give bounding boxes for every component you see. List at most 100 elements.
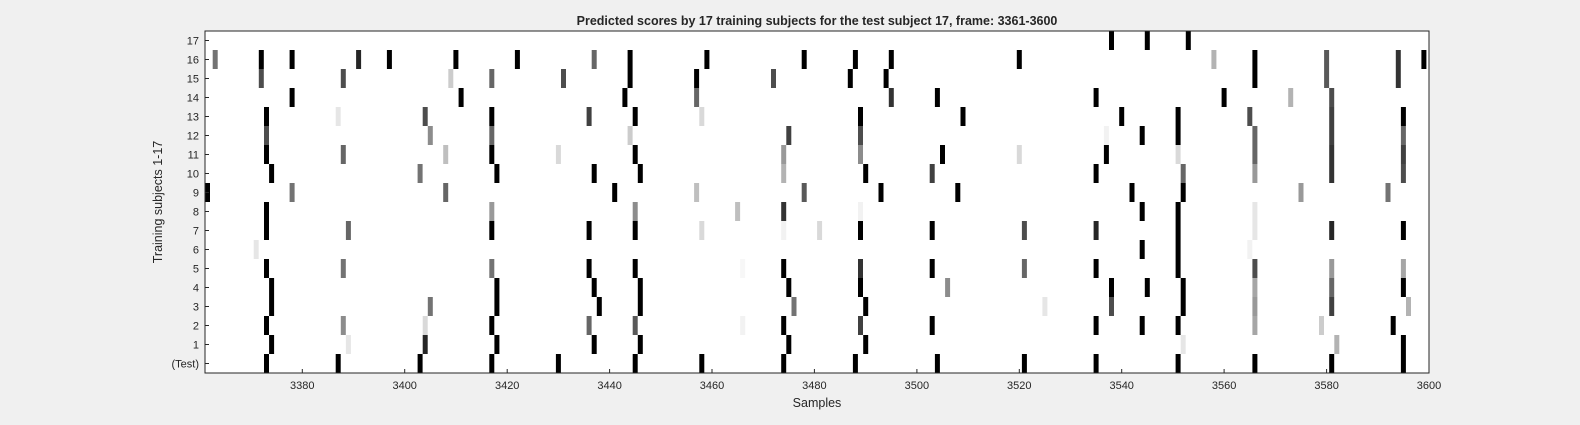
heatmap-cell bbox=[1252, 50, 1258, 69]
heatmap-cell bbox=[929, 164, 935, 183]
heatmap-cell bbox=[1021, 259, 1027, 278]
heatmap-cell bbox=[929, 259, 935, 278]
heatmap-cell bbox=[1252, 278, 1258, 297]
heatmap-cell bbox=[858, 145, 863, 164]
heatmap-cell bbox=[494, 335, 500, 354]
heatmap-cell bbox=[791, 297, 797, 316]
heatmap-cell bbox=[622, 88, 628, 107]
y-tick-label: 17 bbox=[187, 36, 199, 48]
heatmap-cell bbox=[1395, 69, 1401, 88]
heatmap-cell bbox=[453, 50, 459, 69]
heatmap-cell bbox=[632, 107, 638, 126]
heatmap-cell bbox=[448, 69, 454, 88]
heatmap-cell bbox=[422, 335, 428, 354]
heatmap-cell bbox=[1252, 202, 1258, 221]
x-tick-label: 3500 bbox=[905, 380, 929, 392]
heatmap-cell bbox=[596, 297, 602, 316]
heatmap-cell bbox=[1247, 240, 1253, 259]
heatmap-cell bbox=[1329, 126, 1335, 145]
heatmap-cell bbox=[1395, 50, 1401, 69]
heatmap-cell bbox=[1109, 278, 1114, 297]
heatmap-cell bbox=[289, 88, 295, 107]
heatmap-cell bbox=[489, 202, 495, 221]
y-tick-label: 1 bbox=[193, 340, 199, 352]
heatmap-cell bbox=[555, 145, 561, 164]
x-tick-label: 3460 bbox=[700, 380, 724, 392]
heatmap-cell bbox=[637, 297, 643, 316]
heatmap-cell bbox=[637, 278, 643, 297]
heatmap-cell bbox=[1180, 335, 1186, 354]
heatmap-cell bbox=[632, 354, 638, 373]
heatmap-cell bbox=[422, 316, 428, 335]
heatmap-cell bbox=[1021, 221, 1027, 240]
heatmap-cell bbox=[1093, 354, 1099, 373]
heatmap-cell bbox=[1329, 164, 1335, 183]
heatmap-cell bbox=[627, 50, 633, 69]
heatmap-cell bbox=[345, 335, 351, 354]
y-tick-label: 8 bbox=[193, 207, 199, 219]
heatmap-cell bbox=[258, 69, 264, 88]
heatmap-cell bbox=[1400, 221, 1406, 240]
heatmap-cell bbox=[586, 316, 592, 335]
heatmap-cell bbox=[1252, 69, 1258, 88]
heatmap-cell bbox=[1042, 297, 1048, 316]
heatmap-cell bbox=[694, 88, 700, 107]
heatmap-cell bbox=[1175, 316, 1181, 335]
heatmap-cell bbox=[258, 50, 264, 69]
x-tick-label: 3440 bbox=[597, 380, 621, 392]
heatmap-cell bbox=[1211, 50, 1217, 69]
heatmap-cell bbox=[443, 145, 449, 164]
heatmap-cell bbox=[863, 164, 869, 183]
heatmap-cell bbox=[858, 221, 863, 240]
heatmap-cell bbox=[591, 164, 597, 183]
heatmap-cell bbox=[586, 107, 592, 126]
heatmap-cell bbox=[858, 316, 863, 335]
heatmap-cell bbox=[1175, 221, 1181, 240]
heatmap-cell bbox=[340, 316, 346, 335]
heatmap-cell bbox=[1252, 145, 1258, 164]
heatmap-cell bbox=[632, 221, 638, 240]
heatmap-cell bbox=[269, 164, 275, 183]
heatmap-cell bbox=[427, 297, 433, 316]
heatmap-cell bbox=[612, 183, 618, 202]
heatmap-cell bbox=[781, 202, 787, 221]
heatmap-cell bbox=[945, 278, 951, 297]
heatmap-cell bbox=[340, 259, 346, 278]
heatmap-cell bbox=[422, 107, 428, 126]
heatmap-cell bbox=[1180, 164, 1186, 183]
heatmap-cell bbox=[1093, 316, 1099, 335]
heatmap-cell bbox=[1144, 31, 1150, 50]
heatmap-cell bbox=[1324, 50, 1330, 69]
heatmap-cell bbox=[555, 354, 561, 373]
heatmap-cell bbox=[858, 259, 863, 278]
heatmap-cell bbox=[1400, 126, 1406, 145]
heatmap-cell bbox=[627, 69, 633, 88]
heatmap-cell bbox=[340, 145, 346, 164]
heatmap-cell bbox=[1175, 202, 1181, 221]
heatmap-cell bbox=[1119, 107, 1125, 126]
heatmap-cell bbox=[1016, 50, 1022, 69]
chart-title: Predicted scores by 17 training subjects… bbox=[577, 14, 1058, 28]
x-axis-label: Samples bbox=[793, 396, 842, 410]
heatmap-cell bbox=[786, 335, 792, 354]
heatmap-cell bbox=[929, 221, 935, 240]
heatmap-cell bbox=[1139, 316, 1145, 335]
heatmap-cell bbox=[1329, 145, 1335, 164]
heatmap-cell bbox=[694, 69, 700, 88]
heatmap-cell bbox=[586, 221, 592, 240]
heatmap-cell bbox=[1175, 354, 1181, 373]
heatmap-cell bbox=[627, 126, 633, 145]
heatmap-cell bbox=[1329, 278, 1335, 297]
heatmap-cell bbox=[494, 297, 500, 316]
x-tick-label: 3560 bbox=[1212, 380, 1236, 392]
heatmap-cell bbox=[1400, 145, 1406, 164]
heatmap-cell bbox=[940, 145, 945, 164]
heatmap-cell bbox=[264, 316, 269, 335]
heatmap-cell bbox=[264, 259, 269, 278]
heatmap-cell bbox=[1329, 354, 1335, 373]
heatmap-cell bbox=[637, 164, 643, 183]
heatmap-cell bbox=[1103, 145, 1109, 164]
heatmap-cell bbox=[427, 126, 433, 145]
heatmap-cell bbox=[289, 50, 295, 69]
